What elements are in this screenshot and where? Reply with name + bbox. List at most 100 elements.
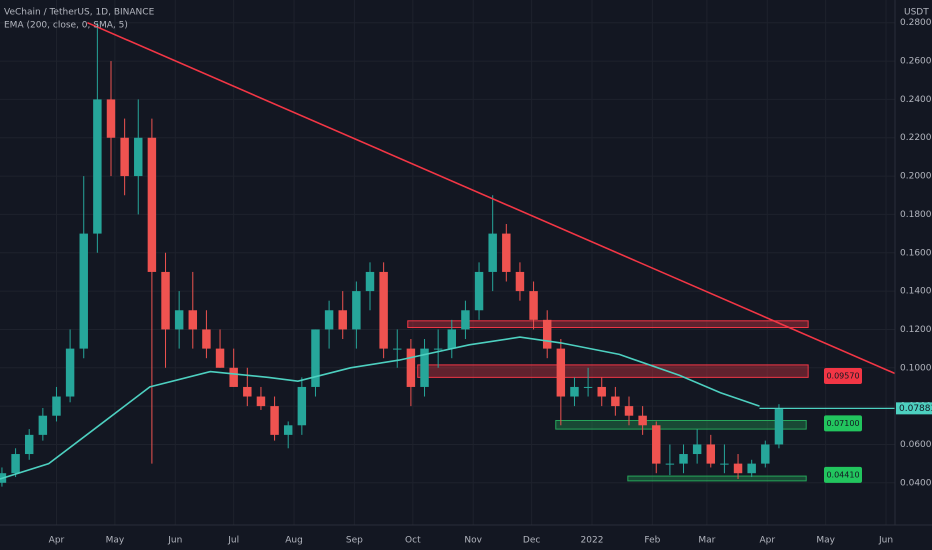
x-tick-label: Nov: [464, 536, 482, 546]
zone: [627, 475, 807, 482]
candle-body: [447, 329, 457, 349]
y-axis-label: USDT: [904, 8, 929, 18]
candle-body: [215, 348, 225, 368]
x-tick-label: 2022: [581, 536, 604, 546]
y-tick-label: 0.28000: [900, 18, 932, 28]
candle-body: [270, 406, 279, 435]
price-label: 0.04410: [826, 470, 859, 479]
candle-body: [665, 463, 675, 465]
candle-body: [597, 386, 606, 397]
candle-body: [692, 444, 702, 455]
candle-body: [11, 454, 20, 474]
price-label-box: [824, 368, 862, 385]
candle-body: [433, 348, 443, 350]
candle-body: [297, 386, 307, 426]
candle-body: [256, 396, 266, 407]
candle-body: [393, 348, 402, 350]
grid: [0, 0, 895, 525]
candle-body: [488, 233, 497, 272]
last-price-tag: [896, 402, 932, 415]
candle-body: [243, 386, 252, 397]
candle-body: [611, 396, 620, 407]
price-label-box: [824, 415, 862, 432]
x-tick-label: Feb: [644, 536, 660, 546]
candle-body: [379, 271, 388, 349]
candle-body: [570, 386, 579, 397]
candle-body: [65, 348, 75, 397]
candle-body: [174, 310, 184, 330]
candle-body: [624, 406, 634, 416]
candle-body: [338, 310, 347, 330]
candle-body: [747, 463, 756, 474]
candle-body: [583, 386, 593, 388]
price-label-box: [824, 466, 862, 483]
candle-body: [556, 348, 566, 397]
candle-body: [706, 444, 716, 464]
candle-body: [365, 271, 375, 292]
candle-body: [515, 271, 525, 292]
indicator-label: EMA (200, close, 0, SMA, 5): [4, 21, 128, 31]
x-tick-label: Aug: [285, 536, 303, 546]
candle-body: [188, 310, 198, 330]
chart-title: VeChain / TetherUS, 1D, BINANCE: [4, 8, 155, 18]
candle-body: [406, 348, 416, 387]
x-tick-label: Oct: [405, 536, 421, 546]
candle-body: [52, 396, 61, 416]
candle-body: [106, 99, 116, 138]
candle-body: [542, 319, 552, 349]
candle-body: [461, 310, 470, 330]
candle-body: [202, 329, 211, 349]
last-price-label: 0.07883: [899, 404, 932, 414]
candle-body: [38, 415, 48, 435]
candle-body: [420, 348, 429, 387]
candle-body: [352, 291, 361, 330]
price-label: 0.09570: [826, 372, 859, 381]
candle-body: [283, 425, 293, 435]
trendline: [87, 21, 896, 375]
price-label: 0.07100: [826, 419, 859, 428]
x-tick-label: Dec: [523, 536, 540, 546]
axes: 0.040000.060000.080000.100000.120000.140…: [49, 18, 932, 546]
x-tick-label: May: [106, 536, 125, 546]
plot: [0, 21, 896, 487]
x-tick-label: Sep: [346, 536, 363, 546]
candle-body: [761, 444, 770, 464]
x-tick-label: Jul: [227, 536, 239, 546]
candle-body: [311, 329, 320, 387]
candle-body: [24, 434, 34, 455]
candle-body: [79, 233, 88, 349]
candle-body: [774, 408, 784, 445]
zone: [407, 320, 809, 329]
candle-body: [720, 463, 729, 465]
candle-body: [324, 310, 334, 330]
candle-body: [229, 367, 238, 387]
candle-body: [638, 415, 647, 426]
candle-body: [502, 233, 511, 272]
candle-body: [134, 137, 143, 177]
x-tick-label: Apr: [49, 536, 65, 546]
x-tick-label: Jun: [878, 536, 893, 546]
candle-body: [733, 463, 743, 474]
candle-body: [93, 99, 102, 234]
candle-body: [474, 271, 484, 311]
candle-body: [652, 425, 661, 464]
candle-body: [161, 271, 170, 330]
x-tick-label: Mar: [698, 536, 715, 546]
x-tick-label: Apr: [759, 536, 775, 546]
candle-body: [529, 291, 538, 320]
candle-body: [147, 137, 157, 272]
candle-body: [120, 137, 129, 177]
ema-line: [0, 336, 760, 480]
candle-body: [679, 454, 688, 464]
